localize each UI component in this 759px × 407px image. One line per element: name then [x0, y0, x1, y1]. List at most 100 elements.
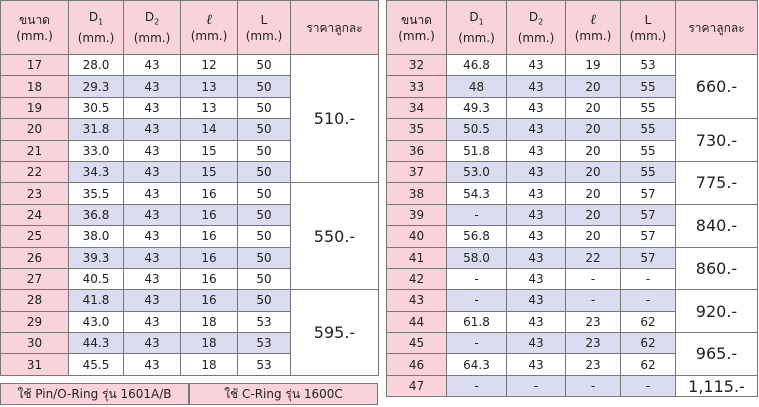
notes: ใช้ Pin/O-Ring รุ่น 1601A/B ใช้ C-Ring ร…	[0, 383, 378, 405]
row: 20 31.8 43 14 50	[0, 118, 379, 141]
value-cell: -	[620, 267, 676, 291]
row: 23 35.5 43 16 50 550.-	[0, 182, 379, 291]
size-cell: 35	[386, 118, 447, 141]
value-cell: 20	[565, 118, 621, 141]
size-cell: 45	[386, 332, 447, 355]
value-cell: 43	[506, 75, 566, 98]
value-cell: 20	[565, 96, 621, 120]
header-cell: D1 (mm.)	[68, 0, 124, 55]
row: 44 61.8 43 23 62	[386, 310, 758, 334]
header-label: ขนาด	[401, 12, 432, 27]
row: 17 28.0 43 12 50 510.-	[0, 53, 379, 184]
value-cell: -	[446, 332, 507, 355]
note: ใช้ C-Ring รุ่น 1600C	[189, 383, 378, 405]
size-cell: 24	[0, 203, 69, 227]
value-cell: -	[620, 374, 676, 398]
size-cell: 41	[386, 246, 447, 269]
size-cell: 36	[386, 139, 447, 162]
header-row: ขนาด (mm.) D1 (mm.) D2 (mm.) ℓ (mm.) L (mm.) ราคาล…	[386, 0, 758, 55]
value-cell: 20	[565, 203, 621, 227]
value-cell: 18	[180, 310, 238, 334]
value-cell: 53	[237, 332, 291, 355]
value-cell: 43	[123, 353, 181, 376]
header-label: D	[144, 9, 155, 24]
value-cell: 43	[123, 53, 181, 77]
value-cell: 50	[237, 139, 291, 162]
header-subscript: 1	[478, 17, 484, 27]
note: ใช้ Pin/O-Ring รุ่น 1601A/B	[0, 383, 189, 405]
header-cell: D2 (mm.)	[123, 0, 181, 55]
size-cell: 19	[0, 96, 69, 120]
size-cell: 22	[0, 160, 69, 184]
price-table: ขนาด (mm.) D1 (mm.) D2 (mm.) ℓ (mm.) L (mm.) ราคาล…	[386, 0, 758, 398]
header-label: L	[260, 12, 268, 27]
header-cell: ℓ (mm.)	[180, 0, 238, 55]
value-cell: 43	[123, 203, 181, 227]
value-cell: 57	[620, 203, 676, 227]
row: 29 43.0 43 18 53	[0, 310, 379, 334]
size-cell: 21	[0, 139, 69, 162]
value-cell: -	[565, 374, 621, 398]
value-cell: 13	[180, 96, 238, 120]
value-cell: 15	[180, 160, 238, 184]
value-cell: 43	[123, 225, 181, 248]
header-cell: ราคาลูกละ	[290, 0, 379, 55]
size-cell: 39	[386, 203, 447, 227]
header-label: D	[469, 9, 479, 24]
header-subscript: 2	[538, 17, 544, 27]
header-unit: (mm.)	[574, 28, 612, 43]
header-cell: ขนาด (mm.)	[0, 0, 69, 55]
header-subscript: 1	[98, 17, 104, 27]
value-cell: 62	[620, 353, 676, 376]
size-cell: 42	[386, 267, 447, 291]
row: 35 50.5 43 20 55 730.-	[386, 118, 758, 162]
header-label: ℓ	[206, 11, 212, 28]
value-cell: 43	[123, 246, 181, 269]
value-cell: 53.0	[446, 160, 507, 184]
header-subscript: 2	[154, 17, 160, 27]
value-cell: 15	[180, 139, 238, 162]
price-cell: 1,115.-	[675, 374, 758, 398]
row: 41 58.0 43 22 57 860.-	[386, 246, 758, 291]
size-cell: 26	[0, 246, 69, 269]
price-cell: 840.-	[675, 203, 758, 248]
value-cell: 43	[506, 118, 566, 141]
row: 25 38.0 43 16 50	[0, 225, 379, 248]
value-cell: 53	[237, 353, 291, 376]
header-cell: L (mm.)	[237, 0, 291, 55]
header-cell: D1 (mm.)	[446, 0, 507, 55]
value-cell: 43	[123, 160, 181, 184]
value-cell: 43	[123, 332, 181, 355]
value-cell: 57	[620, 246, 676, 269]
header-unit: (mm.)	[16, 28, 53, 43]
value-cell: 41.8	[68, 289, 124, 312]
price-table: ขนาด (mm.) D1 (mm.) D2 (mm.) ℓ (mm.) L (mm.) ราคาล…	[0, 0, 379, 376]
header-unit: (mm.)	[77, 31, 115, 46]
size-cell: 32	[386, 53, 447, 77]
row: 24 36.8 43 16 50	[0, 203, 379, 227]
value-cell: 16	[180, 203, 238, 227]
value-cell: 23	[565, 332, 621, 355]
value-cell: 64.3	[446, 353, 507, 376]
value-cell: 23	[565, 353, 621, 376]
value-cell: 43	[506, 267, 566, 291]
value-cell: 29.3	[68, 75, 124, 98]
header-unit: (mm.)	[398, 28, 435, 43]
row: 36 51.8 43 20 55	[386, 139, 758, 162]
header-row: ขนาด (mm.) D1 (mm.) D2 (mm.) ℓ (mm.) L (mm.) ราคาล…	[0, 0, 379, 55]
value-cell: 57	[620, 182, 676, 205]
header-unit: (mm.)	[133, 31, 171, 46]
value-cell: 43	[123, 96, 181, 120]
size-cell: 34	[386, 96, 447, 120]
value-cell: 43	[506, 96, 566, 120]
size-cell: 33	[386, 75, 447, 98]
header-cell: ราคาลูกละ	[675, 0, 758, 55]
value-cell: 50	[237, 182, 291, 205]
value-cell: 16	[180, 289, 238, 312]
value-cell: 43	[506, 225, 566, 248]
row: 18 29.3 43 13 50	[0, 75, 379, 98]
size-cell: 44	[386, 310, 447, 334]
value-cell: 57	[620, 225, 676, 248]
value-cell: 43	[506, 53, 566, 77]
size-cell: 28	[0, 289, 69, 312]
